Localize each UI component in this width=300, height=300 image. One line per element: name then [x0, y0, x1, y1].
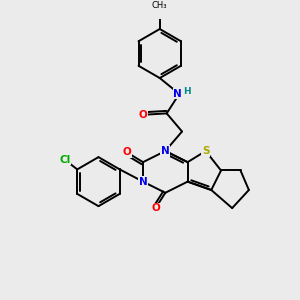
Text: H: H: [183, 87, 191, 96]
Text: S: S: [202, 146, 209, 156]
Text: O: O: [122, 147, 131, 158]
Text: N: N: [173, 89, 182, 99]
Text: O: O: [151, 203, 160, 213]
Text: Cl: Cl: [59, 154, 70, 165]
Text: O: O: [139, 110, 147, 120]
Text: N: N: [161, 146, 170, 156]
Text: N: N: [139, 177, 147, 187]
Text: CH₃: CH₃: [152, 2, 167, 10]
